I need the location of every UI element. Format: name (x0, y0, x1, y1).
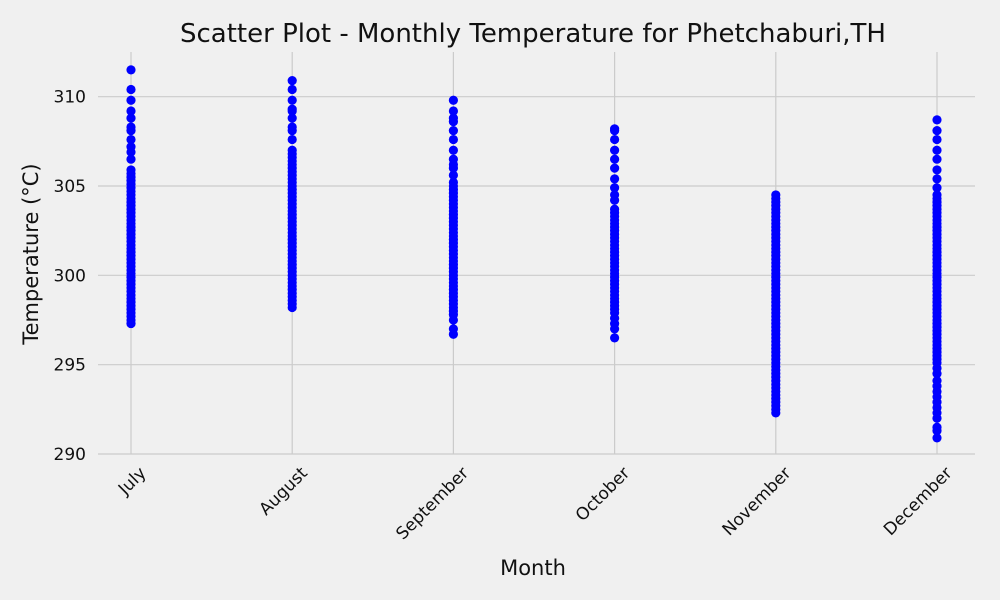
data-point (932, 134, 942, 145)
data-points (126, 65, 942, 443)
grid-lines (98, 52, 975, 455)
data-point (287, 145, 297, 155)
data-point (610, 154, 620, 164)
data-point (126, 134, 136, 145)
data-point (932, 174, 942, 184)
data-point (448, 134, 458, 145)
x-tick-label: October (572, 463, 634, 525)
data-point (287, 84, 297, 95)
data-point (126, 165, 136, 175)
data-point (287, 134, 297, 145)
data-point (932, 190, 942, 200)
data-point (126, 106, 136, 116)
y-axis-label: Temperature (°C) (19, 163, 43, 345)
x-axis-label: Month (500, 556, 566, 580)
y-tick-label: 290 (54, 445, 86, 465)
data-point (932, 183, 942, 193)
data-point (932, 422, 942, 432)
x-tick-label: July (114, 463, 150, 499)
x-tick-label: November (719, 463, 796, 540)
data-point (610, 124, 620, 134)
data-point (610, 190, 620, 200)
data-point (287, 122, 297, 132)
data-point (126, 113, 136, 123)
data-point (610, 333, 620, 343)
data-point (771, 190, 781, 200)
data-point (126, 84, 136, 95)
data-point (610, 204, 620, 214)
y-tick-label: 300 (54, 266, 86, 286)
x-tick-label: August (256, 463, 312, 519)
y-tick-label: 305 (54, 177, 86, 197)
x-tick-label: September (392, 463, 473, 544)
data-point (448, 106, 458, 116)
data-point (610, 174, 620, 184)
data-point (932, 376, 942, 386)
y-tick-label: 310 (54, 88, 86, 108)
data-point (287, 95, 297, 105)
y-tick-labels: 290 295 300 305 310 (54, 88, 86, 465)
data-point (932, 165, 942, 175)
x-tick-label: December (880, 463, 956, 539)
data-point (448, 95, 458, 105)
data-point (126, 65, 136, 75)
data-point (932, 145, 942, 155)
data-point (932, 154, 942, 164)
data-point (932, 126, 942, 136)
data-point (126, 142, 136, 152)
data-point (126, 95, 136, 105)
data-point (448, 170, 458, 180)
data-point (126, 154, 136, 164)
data-point (610, 145, 620, 155)
data-point (448, 113, 458, 123)
data-point (448, 145, 458, 155)
data-point (448, 324, 458, 334)
data-point (610, 183, 620, 193)
chart-title: Scatter Plot - Monthly Temperature for P… (180, 19, 886, 49)
data-point (448, 126, 458, 136)
data-point (932, 433, 942, 443)
data-point (287, 104, 297, 114)
data-point (610, 134, 620, 145)
data-point (287, 113, 297, 123)
y-tick-label: 295 (54, 356, 86, 376)
data-point (610, 163, 620, 173)
data-point (287, 75, 297, 86)
x-tick-labels: July August September October November Decemb… (114, 463, 956, 544)
data-point (448, 177, 458, 188)
data-point (932, 115, 942, 125)
data-point (448, 154, 458, 164)
data-point (126, 122, 136, 132)
